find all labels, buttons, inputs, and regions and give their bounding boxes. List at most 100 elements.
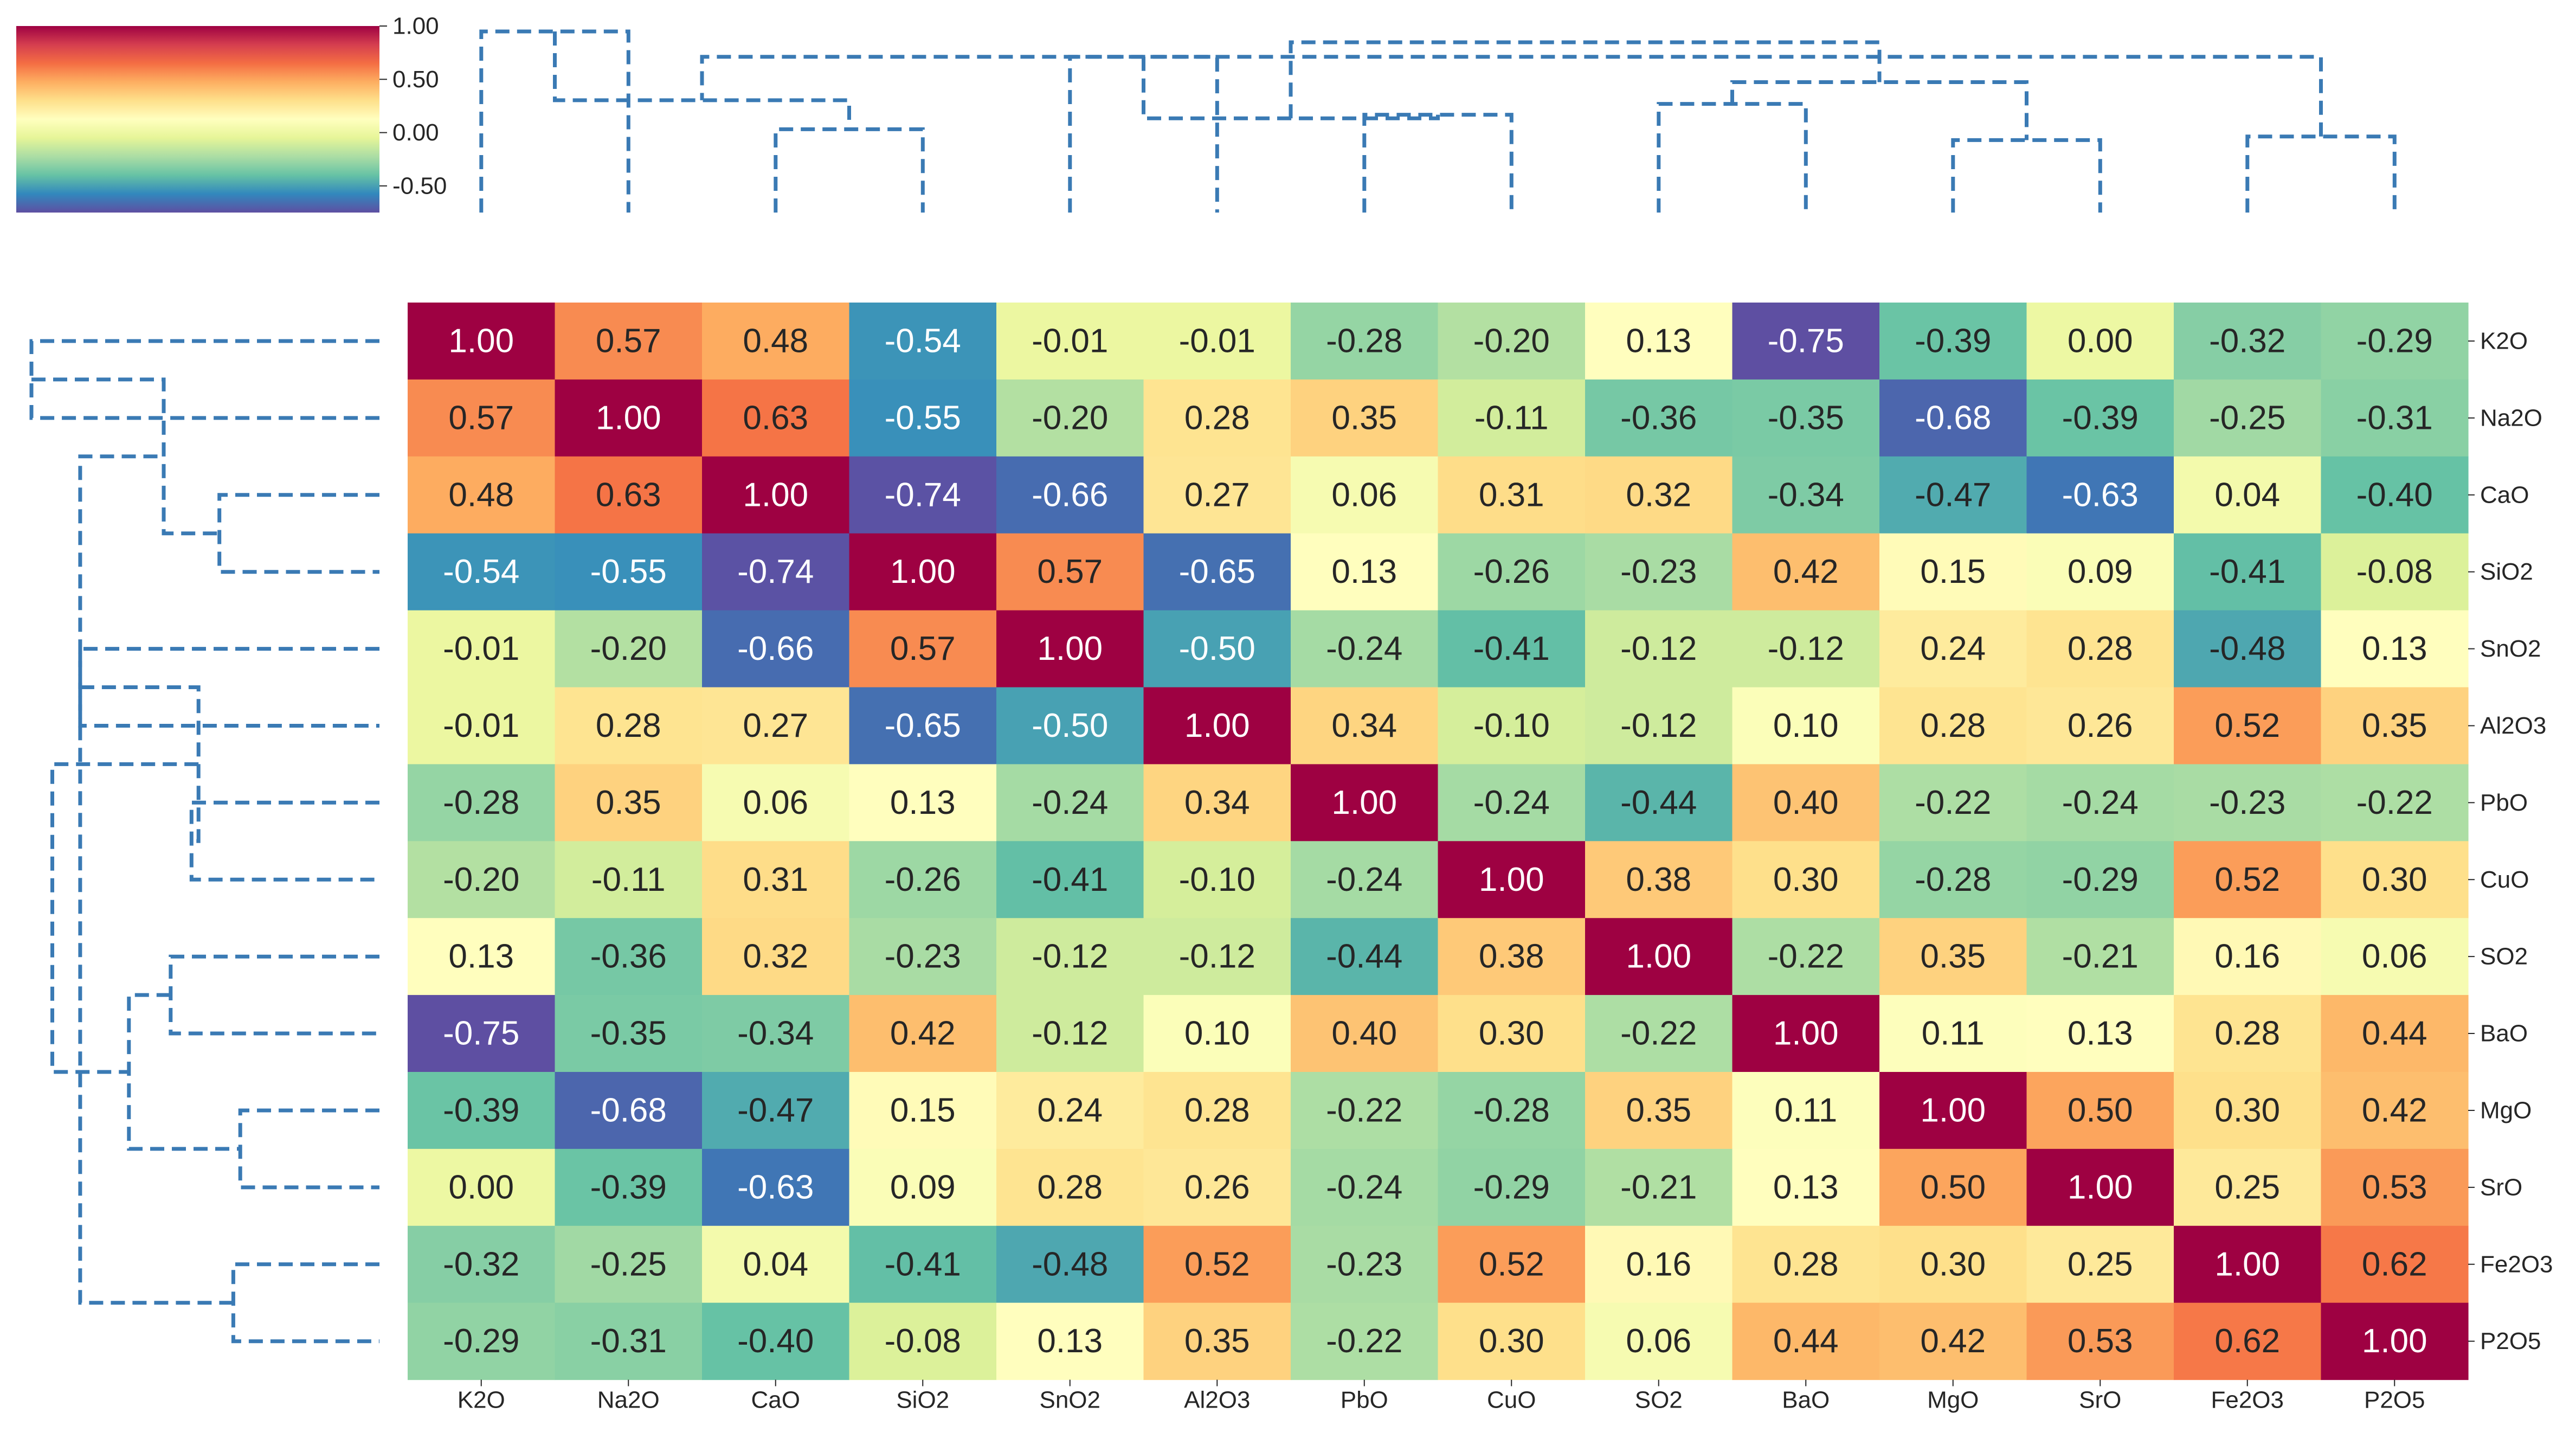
- heatmap-cell: [849, 918, 997, 995]
- heatmap-cell: [408, 379, 556, 457]
- cell-value-label: -0.48: [1032, 1245, 1108, 1283]
- column-tick-label: Al2O3: [1184, 1387, 1250, 1414]
- heatmap-cell: [1879, 687, 2027, 765]
- column-tick-label: CuO: [1487, 1387, 1536, 1414]
- cell-value-label: 0.31: [743, 861, 808, 898]
- cell-value-label: 0.26: [1184, 1168, 1250, 1206]
- heatmap-cell: [1438, 764, 1586, 841]
- cell-value-label: 0.57: [448, 399, 514, 436]
- heatmap-cell: [555, 687, 703, 765]
- cell-value-label: -0.21: [2062, 938, 2139, 975]
- column-tick-label: Fe2O3: [2211, 1387, 2284, 1414]
- cell-value-label: 1.00: [743, 476, 808, 513]
- cell-value-label: 0.04: [2214, 476, 2280, 513]
- heatmap-cell: [1143, 1072, 1291, 1149]
- heatmap-cell: [1291, 379, 1439, 457]
- cell-value-label: 0.30: [1773, 861, 1839, 898]
- heatmap-cell: [1585, 687, 1733, 765]
- heatmap-cell: [996, 303, 1144, 380]
- cell-value-label: 0.11: [1922, 1015, 1985, 1052]
- cell-value-label: 0.52: [1184, 1245, 1250, 1283]
- heatmap-cell: [996, 1148, 1144, 1226]
- cell-value-label: 0.35: [1184, 1322, 1250, 1360]
- heatmap-cell: [702, 1225, 850, 1303]
- cell-value-label: -0.24: [1326, 1168, 1402, 1206]
- cell-value-label: 0.06: [2362, 938, 2427, 975]
- cell-value-label: 0.28: [1773, 1245, 1839, 1283]
- cell-value-label: 0.57: [1037, 553, 1103, 590]
- cell-value-label: -0.74: [885, 476, 961, 513]
- heatmap-cell: [1732, 995, 1880, 1072]
- heatmap-cell: [1143, 1148, 1291, 1226]
- cell-value-label: 0.63: [596, 476, 661, 513]
- heatmap-cell: [2174, 995, 2322, 1072]
- column-dendrogram: [479, 29, 2397, 213]
- heatmap-cell: [1585, 1225, 1733, 1303]
- heatmap-cell: [408, 1302, 556, 1380]
- cell-value-label: -0.24: [1032, 784, 1108, 821]
- heatmap-cell: [849, 764, 997, 841]
- cell-value-label: 0.15: [1920, 553, 1986, 590]
- cell-value-label: -0.65: [885, 707, 961, 744]
- cell-value-label: 0.40: [1773, 784, 1839, 821]
- heatmap-cell: [1732, 379, 1880, 457]
- column-tick-label: P2O5: [2364, 1387, 2425, 1414]
- heatmap-cell: [1438, 1148, 1586, 1226]
- column-tick-label: MgO: [1927, 1387, 1979, 1414]
- heatmap-cell: [1732, 610, 1880, 688]
- cell-value-label: -0.20: [590, 630, 667, 667]
- cell-value-label: -0.44: [1620, 784, 1697, 821]
- cell-value-label: 1.00: [890, 553, 956, 590]
- heatmap-cell: [2174, 456, 2322, 534]
- cell-value-label: -0.28: [1326, 322, 1402, 359]
- heatmap-cell: [1438, 841, 1586, 918]
- heatmap-cell: [2321, 764, 2469, 841]
- heatmap-cell: [555, 1148, 703, 1226]
- heatmap-cell: [1143, 533, 1291, 611]
- heatmap-cell: [1732, 1148, 1880, 1226]
- heatmap-cell: [1732, 841, 1880, 918]
- cell-value-label: 0.13: [2362, 630, 2427, 667]
- heatmap-cell: [702, 1148, 850, 1226]
- heatmap-cell: [1291, 764, 1439, 841]
- heatmap-cell: [1585, 610, 1733, 688]
- column-dendrogram-link: [479, 29, 630, 213]
- heatmap-cell: [2174, 1148, 2322, 1226]
- colorbar-gradient: [16, 26, 379, 213]
- cell-value-label: 0.35: [1626, 1091, 1691, 1129]
- heatmap-cell: [996, 687, 1144, 765]
- heatmap-cell: [2026, 303, 2174, 380]
- row-dendrogram-link: [50, 762, 199, 1074]
- cell-value-label: -0.25: [590, 1245, 667, 1283]
- colorbar-tick-label: -0.50: [392, 172, 447, 199]
- cell-value-label: -0.50: [1032, 707, 1108, 744]
- column-dendrogram-link: [1289, 40, 1882, 119]
- heatmap-cell: [1291, 1225, 1439, 1303]
- heatmap-cell: [702, 841, 850, 918]
- cell-value-label: 1.00: [1184, 707, 1250, 744]
- row-tick-label: BaO: [2480, 1020, 2528, 1047]
- cell-value-label: -0.39: [443, 1091, 519, 1129]
- heatmap-cell: [1143, 687, 1291, 765]
- heatmap-cell: [1438, 918, 1586, 995]
- heatmap-cell: [1732, 1225, 1880, 1303]
- column-dendrogram-link: [774, 127, 925, 213]
- cell-value-label: -0.41: [885, 1245, 961, 1283]
- heatmap-cell: [2174, 610, 2322, 688]
- heatmap-cell: [2026, 687, 2174, 765]
- heatmap-cell: [2321, 687, 2469, 765]
- cell-value-label: -0.41: [1473, 630, 1550, 667]
- heatmap-cell: [996, 995, 1144, 1072]
- cell-value-label: -0.24: [1473, 784, 1550, 821]
- heatmap-cell: [2321, 841, 2469, 918]
- cell-value-label: -0.47: [737, 1091, 814, 1129]
- cell-value-label: -0.01: [443, 630, 519, 667]
- cell-value-label: 0.11: [1774, 1091, 1837, 1129]
- heatmap-cell: [1585, 1148, 1733, 1226]
- cell-value-label: 1.00: [1037, 630, 1103, 667]
- heatmap-cell: [1585, 533, 1733, 611]
- heatmap-cell: [2174, 764, 2322, 841]
- heatmap-cell: [408, 687, 556, 765]
- heatmap-cell: [2174, 1225, 2322, 1303]
- heatmap-cell: [2321, 1302, 2469, 1380]
